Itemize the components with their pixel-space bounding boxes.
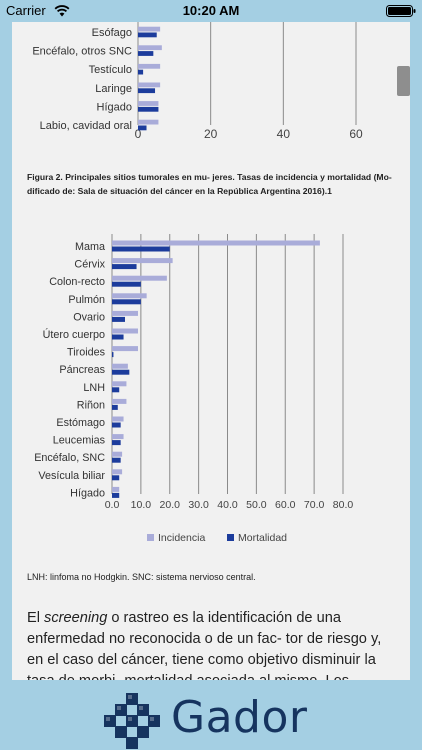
bar-mortalidad-leucemias — [112, 440, 121, 446]
bar-mortalidad-pulmon — [112, 299, 141, 305]
x-tick-label: 60 — [349, 127, 363, 141]
bar-mortalidad-encefalo-snc — [112, 457, 121, 463]
battery-icon — [386, 5, 416, 17]
bar-incidencia-higado — [138, 101, 159, 106]
x-tick-label: 30.0 — [188, 499, 209, 511]
category-label-lnh: LNH — [83, 382, 105, 394]
bar-incidencia-rinon — [112, 398, 127, 404]
bar-incidencia-labio-cavidad-oral — [138, 119, 159, 125]
gador-logo-text: Gador — [171, 692, 308, 743]
bar-mortalidad-ovario — [112, 316, 125, 322]
x-tick-label: 0.0 — [105, 499, 120, 511]
bar-incidencia-tiroides — [112, 346, 138, 352]
bar-mortalidad-laringe — [138, 88, 156, 94]
category-label-laringe: Laringe — [95, 83, 132, 95]
body-paragraph: El screening o rastreo es la identificac… — [27, 608, 399, 680]
category-label-testiculo: Testículo — [89, 64, 132, 76]
bar-incidencia-pulmon — [112, 293, 147, 299]
category-label-colon-recto: Colon-recto — [49, 276, 105, 288]
scrollbar-thumb[interactable] — [397, 66, 410, 96]
bar-mortalidad-estomago — [112, 422, 121, 428]
category-label-utero-cuerpo: Útero cuerpo — [43, 328, 105, 341]
legend-label-mortalidad: Mortalidad — [238, 532, 287, 544]
bar-mortalidad-lnh — [112, 387, 120, 393]
bar-mortalidad-colon-recto — [112, 281, 141, 287]
legend-label-incidencia: Incidencia — [158, 532, 205, 544]
bar-mortalidad-higado — [138, 106, 159, 112]
bar-mortalidad-mama — [112, 246, 170, 252]
bar-incidencia-higado — [112, 486, 120, 492]
bar-mortalidad-tiroides — [112, 352, 114, 358]
bar-incidencia-ovario — [112, 310, 138, 316]
category-label-leucemias: Leucemias — [53, 435, 106, 447]
category-label-vesicula-biliar: Vesícula biliar — [38, 470, 105, 482]
bar-incidencia-vesicula-biliar — [112, 469, 123, 475]
bar-incidencia-lnh — [112, 381, 127, 387]
clock: 10:20 AM — [182, 3, 240, 18]
bar-mortalidad-rinon — [112, 404, 118, 410]
body-rest: o rastreo es la identificación de una en… — [27, 610, 382, 680]
category-label-labio-cavidad-oral: Labio, cavidad oral — [40, 120, 132, 132]
bar-mortalidad-cervix — [112, 264, 137, 270]
bar-incidencia-pancreas — [112, 363, 128, 369]
category-label-pancreas: Páncreas — [59, 364, 105, 376]
x-tick-label: 10.0 — [131, 499, 152, 511]
bar-mortalidad-pancreas — [112, 369, 130, 375]
x-tick-label: 50.0 — [246, 499, 267, 511]
gador-logo-icon — [104, 693, 160, 749]
x-tick-label: 40.0 — [217, 499, 238, 511]
category-label-rinon: Riñon — [77, 399, 105, 411]
chart-women-tumor-sites: 0.0 10.0 20.0 30.0 40.0 50.0 60.0 70.0 80.0 Mama C… — [34, 234, 354, 544]
bar-incidencia-colon-recto — [112, 275, 167, 281]
category-label-higado: Hígado — [97, 101, 132, 113]
carrier-label: Carrier — [6, 3, 46, 18]
bar-mortalidad-higado — [112, 492, 120, 498]
body-prefix: El — [27, 610, 45, 626]
article-content[interactable]: 0 20 40 60 Esófago Encéfalo, otros SNC Testícu… — [12, 22, 410, 680]
bar-incidencia-encefalo-otros-snc — [138, 45, 162, 51]
bar-incidencia-testiculo — [138, 63, 161, 69]
legend-swatch-incidencia — [147, 534, 154, 541]
bar-incidencia-esofago — [138, 26, 161, 32]
bar-mortalidad-vesicula-biliar — [112, 475, 120, 481]
figure-note: LNH: linfoma no Hodgkin. SNC: sistema ne… — [27, 572, 256, 582]
status-bar: Carrier 10:20 AM — [0, 0, 422, 22]
category-label-ovario: Ovario — [73, 311, 105, 323]
bar-mortalidad-esofago — [138, 32, 157, 38]
category-label-esofago: Esófago — [92, 27, 132, 39]
x-tick-label: 20.0 — [160, 499, 181, 511]
bar-incidencia-mama — [112, 240, 320, 246]
x-tick-label: 20 — [204, 127, 218, 141]
x-tick-label: 40 — [277, 127, 291, 141]
legend-swatch-mortalidad — [227, 534, 234, 541]
bar-incidencia-cervix — [112, 258, 173, 264]
category-label-higado: Hígado — [70, 487, 105, 499]
x-tick-label: 70.0 — [304, 499, 325, 511]
x-tick-label: 80.0 — [333, 499, 354, 511]
bar-mortalidad-utero-cuerpo — [112, 334, 124, 340]
x-tick-label: 60.0 — [275, 499, 296, 511]
category-label-encefalo-snc: Encéfalo, SNC — [34, 452, 105, 464]
body-emphasis: screening — [44, 610, 108, 626]
bar-incidencia-encefalo-snc — [112, 451, 123, 457]
bar-mortalidad-encefalo-otros-snc — [138, 51, 154, 56]
bar-incidencia-laringe — [138, 82, 161, 88]
bar-incidencia-leucemias — [112, 434, 124, 440]
category-label-estomago: Estómago — [56, 417, 105, 429]
x-tick-label: 0 — [135, 127, 142, 141]
category-label-mama: Mama — [75, 241, 105, 253]
bar-mortalidad-labio-cavidad-oral — [138, 125, 147, 131]
category-label-tiroides: Tiroides — [67, 347, 106, 359]
wifi-icon — [54, 5, 70, 17]
category-label-encefalo-otros-snc: Encéfalo, otros SNC — [32, 46, 132, 58]
category-label-pulmon: Pulmón — [68, 294, 105, 306]
bar-mortalidad-testiculo — [138, 69, 144, 75]
category-label-cervix: Cérvix — [74, 259, 105, 271]
figure-caption: Figura 2. Principales sitios tumorales e… — [27, 172, 392, 196]
chart-top-partial: 0 20 40 60 Esófago Encéfalo, otros SNC Testícu… — [32, 22, 363, 141]
bar-incidencia-estomago — [112, 416, 124, 422]
bar-incidencia-utero-cuerpo — [112, 328, 138, 334]
